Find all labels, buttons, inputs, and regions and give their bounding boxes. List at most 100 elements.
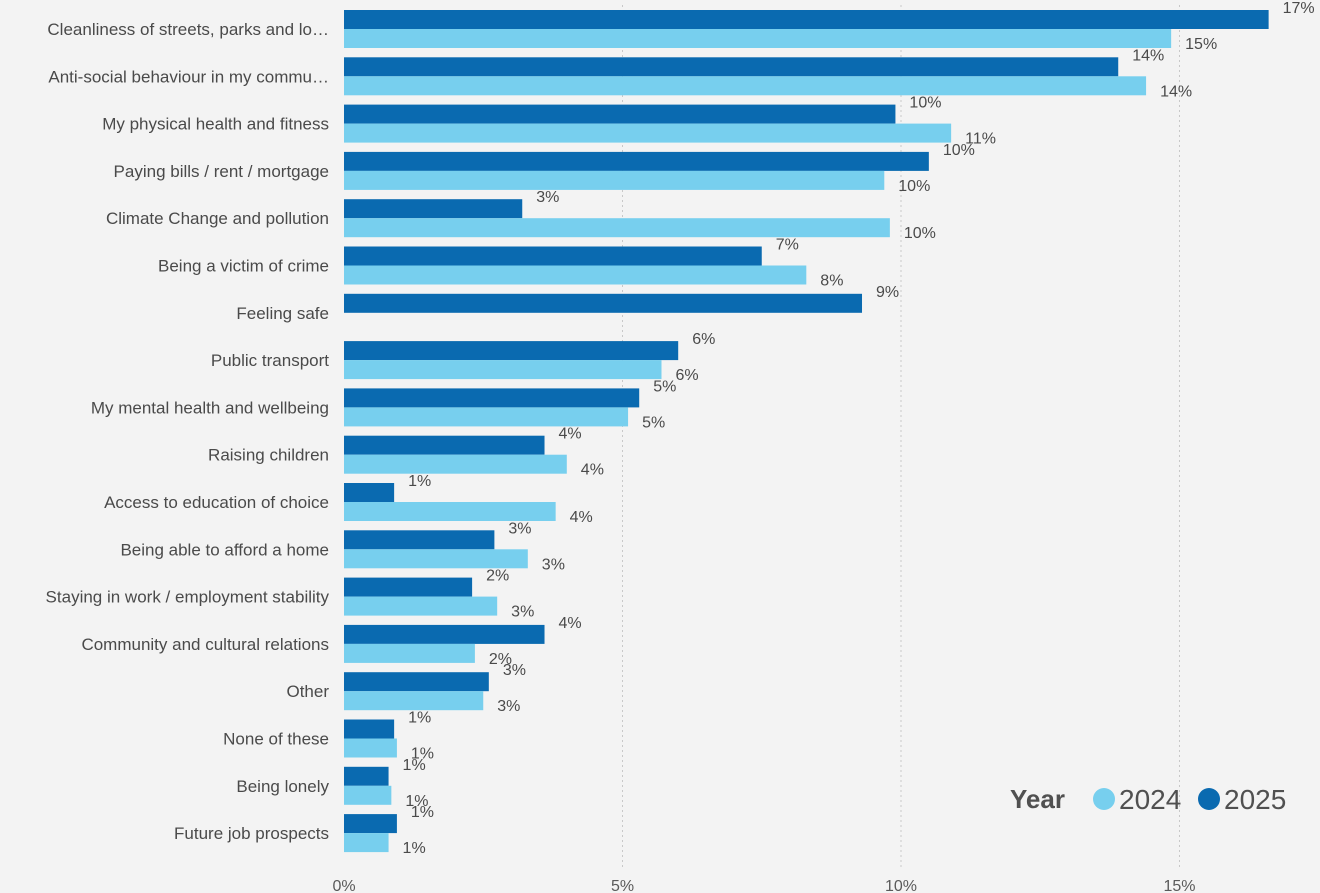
data-label-2025: 14% xyxy=(1132,47,1164,64)
data-label-2024: 1% xyxy=(405,793,428,810)
data-label-2025: 4% xyxy=(559,426,582,443)
bar-2025 xyxy=(344,246,762,266)
category-label: Feeling safe xyxy=(236,304,329,323)
bar-2024 xyxy=(344,596,498,616)
data-label-2025: 10% xyxy=(909,95,941,112)
legend-swatch-2024 xyxy=(1093,788,1115,810)
data-label-2024: 14% xyxy=(1160,83,1192,100)
legend-title: Year xyxy=(1010,784,1065,814)
category-label: My mental health and wellbeing xyxy=(91,398,329,417)
category-label: Being a victim of crime xyxy=(158,257,329,276)
data-label-2024: 3% xyxy=(511,604,534,621)
data-label-2025: 6% xyxy=(692,331,715,348)
bar-2025 xyxy=(344,293,863,313)
legend-label-2025: 2025 xyxy=(1224,784,1286,815)
bar-2025 xyxy=(344,766,389,786)
bar-2024 xyxy=(344,407,629,427)
bar-2025 xyxy=(344,341,679,361)
bar-2024 xyxy=(344,170,885,190)
category-label: Raising children xyxy=(208,446,329,465)
bar-2025 xyxy=(344,388,640,408)
data-label-2025: 3% xyxy=(536,189,559,206)
grid-lines xyxy=(622,5,1180,870)
data-label-2025: 3% xyxy=(503,662,526,679)
bar-2025 xyxy=(344,624,545,644)
category-label: Being able to afford a home xyxy=(120,540,329,559)
category-label: None of these xyxy=(223,730,329,749)
data-label-2024: 4% xyxy=(581,462,604,479)
bar-2024 xyxy=(344,265,807,285)
x-tick-label: 0% xyxy=(332,878,355,893)
bar-2024 xyxy=(344,643,475,663)
category-label: Community and cultural relations xyxy=(81,635,329,654)
bar-2025 xyxy=(344,672,489,692)
category-labels: Cleanliness of streets, parks and lo… Ant… xyxy=(46,20,330,843)
category-label: Public transport xyxy=(211,351,329,370)
data-label-2025: 17% xyxy=(1283,0,1315,17)
category-label: Anti-social behaviour in my commu… xyxy=(48,67,329,86)
legend-label-2024: 2024 xyxy=(1119,784,1181,815)
bar-2025 xyxy=(344,10,1269,29)
data-label-2024: 8% xyxy=(820,273,843,290)
bar-2024 xyxy=(344,785,392,805)
bar-2024 xyxy=(344,360,662,380)
category-label: Being lonely xyxy=(236,777,329,796)
bar-2024 xyxy=(344,738,397,758)
bar-2025 xyxy=(344,530,495,550)
bar-2025 xyxy=(344,104,896,124)
data-label-2025: 9% xyxy=(876,284,899,301)
data-label-2024: 1% xyxy=(411,746,434,763)
bar-2024 xyxy=(344,549,528,569)
bar-2024 xyxy=(344,218,890,238)
category-label: Future job prospects xyxy=(174,824,329,843)
data-label-2024: 5% xyxy=(642,414,665,431)
x-tick-label: 15% xyxy=(1163,878,1195,893)
bar-2024 xyxy=(344,76,1147,96)
data-label-2025: 7% xyxy=(776,237,799,254)
category-label: Staying in work / employment stability xyxy=(46,588,330,607)
data-label-2025: 1% xyxy=(408,710,431,727)
legend[interactable]: Year 2024 2025 xyxy=(1010,784,1286,815)
bar-2025 xyxy=(344,435,545,455)
data-label-2024: 10% xyxy=(904,225,936,242)
category-label: Access to education of choice xyxy=(104,493,329,512)
data-label-2025: 1% xyxy=(403,757,426,774)
category-label: Paying bills / rent / mortgage xyxy=(114,162,329,181)
data-label-2025: 1% xyxy=(408,473,431,490)
category-label: Cleanliness of streets, parks and lo… xyxy=(47,20,329,39)
data-label-2025: 5% xyxy=(653,378,676,395)
data-label-2024: 10% xyxy=(898,178,930,195)
bar-2025 xyxy=(344,199,523,219)
x-tick-label: 5% xyxy=(611,878,634,893)
bar-2024 xyxy=(344,833,389,853)
bar-2024 xyxy=(344,502,556,521)
bar-2025 xyxy=(344,719,395,739)
x-tick-label: 10% xyxy=(885,878,917,893)
value-labels: 17%15%14%14%10%11%10%10%3%10%7%8%9%6%6%5… xyxy=(403,0,1315,857)
data-label-2025: 2% xyxy=(486,568,509,585)
bar-2024 xyxy=(344,123,952,143)
bars xyxy=(344,10,1269,853)
bar-2025 xyxy=(344,483,395,502)
data-label-2025: 1% xyxy=(411,804,434,821)
data-label-2025: 3% xyxy=(508,520,531,537)
data-label-2024: 4% xyxy=(570,509,593,526)
category-label: Climate Change and pollution xyxy=(106,209,329,228)
data-label-2024: 1% xyxy=(403,840,426,857)
bar-2025 xyxy=(344,57,1119,77)
category-label: My physical health and fitness xyxy=(102,115,329,134)
legend-swatch-2025 xyxy=(1198,788,1220,810)
data-label-2024: 3% xyxy=(497,698,520,715)
bar-2024 xyxy=(344,454,567,474)
bar-2025 xyxy=(344,577,473,597)
data-label-2024: 6% xyxy=(675,367,698,384)
category-label: Other xyxy=(286,682,329,701)
data-label-2025: 10% xyxy=(943,142,975,159)
data-label-2024: 3% xyxy=(542,556,565,573)
data-label-2024: 2% xyxy=(489,651,512,668)
data-label-2024: 15% xyxy=(1185,36,1217,53)
bar-2025 xyxy=(344,814,397,834)
x-axis-ticks: 0% 5% 10% 15% xyxy=(332,878,1195,893)
data-label-2024: 11% xyxy=(965,131,996,148)
